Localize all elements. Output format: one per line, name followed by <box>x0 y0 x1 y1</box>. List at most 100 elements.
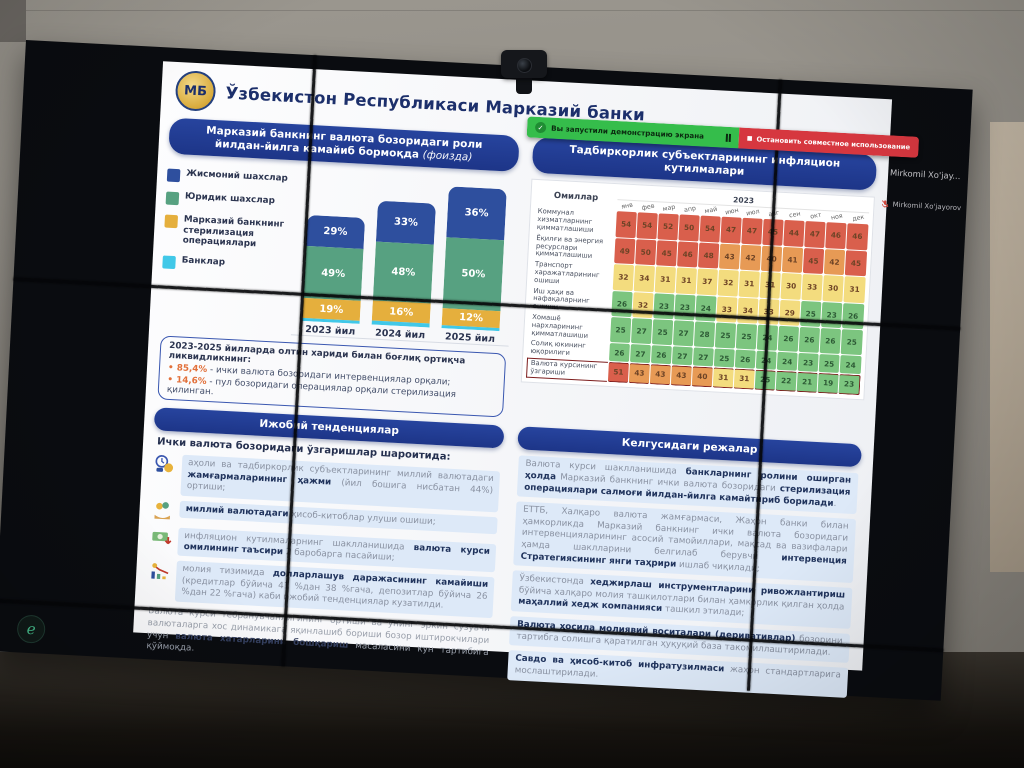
pause-share-button[interactable] <box>725 133 732 142</box>
share-status-text: Вы запустили демонстрацию экрана <box>550 123 705 141</box>
heatmap-cell: 26 <box>842 302 865 330</box>
stacked-bar: 36% 50% 12% <box>441 186 507 332</box>
heatmap-cell: 27 <box>692 347 714 367</box>
factor-label: Валюта курсининг ўзгариши <box>526 357 608 382</box>
heatmap-cell: 26 <box>650 345 672 365</box>
bar-category-label: 2024 йил <box>374 327 426 342</box>
heatmap-cell: 48 <box>698 242 720 269</box>
heatmap-cell: 26 <box>798 326 821 354</box>
heatmap-cell: 47 <box>804 221 826 248</box>
heatmap-cell: 25 <box>818 354 840 374</box>
camera-lens-icon <box>517 58 532 73</box>
shared-presentation-screen: МБ Ўзбекистон Республикаси Марказий банк… <box>133 61 893 698</box>
trend-bullets: аҳоли ва тадбиркорлик субъектларининг ми… <box>141 453 506 618</box>
factor-label: Иш ҳақи ва нафақаларнинг ошиши <box>532 286 590 311</box>
wall-brand-logo-glyph: e <box>26 619 37 639</box>
heatmap-cell: 54 <box>699 215 721 243</box>
heatmap-cell: 26 <box>734 350 756 369</box>
heatmap-cell: 41 <box>781 246 804 274</box>
trend-bullet: молия тизимида долларлашув даражасининг … <box>147 560 495 618</box>
heatmap-cell: 50 <box>678 214 700 242</box>
active-speaker-row: Mirkomil Xo'jayorov <box>880 199 966 212</box>
heatmap-cell: 25 <box>713 348 735 368</box>
heatmap-cell: 23 <box>821 301 843 329</box>
heatmap-cell: 44 <box>783 220 805 247</box>
bar-category-label: 2023 йил <box>304 324 356 338</box>
heatmap-body: Коммунал хизматларнинг қимматлашиши 54 54 5… <box>526 207 869 395</box>
month-label: июн <box>724 207 740 217</box>
panel-future-plans: Келгусидаги режалар Валюта курси шакллан… <box>501 424 866 702</box>
heatmap-cell: 42 <box>823 248 846 276</box>
share-status-icon: ✓ <box>534 121 547 134</box>
participant-tile-name: Mirkomil Xo'jay... <box>889 167 961 182</box>
heatmap-cell: 45 <box>844 249 868 277</box>
heatmap-cell: 43 <box>718 243 741 270</box>
factor-label: Ёқилғи ва энергия ресурслари қимматлашиш… <box>535 233 604 261</box>
stacked-bar-chart: 29% 49% 19% 2023 йил 33% 48% 16% 2024 йил 36% 50%… <box>290 166 518 347</box>
trend-bullet: аҳоли ва тадбиркорлик субъектларининг ми… <box>152 454 501 512</box>
participant-tile[interactable]: Mirkomil Xo'jay... Mirkomil Xo'jayorov <box>879 151 969 229</box>
plan-paragraph: ЕТТБ, Халқаро валюта жамғармаси, Жаҳон б… <box>513 501 857 584</box>
heatmap-cell: 37 <box>696 268 718 296</box>
heatmap-cell: 25 <box>651 319 674 346</box>
heatmap-cell: 28 <box>693 321 716 348</box>
legend-label: Марказий банкнинг стерилизация операциял… <box>182 214 285 250</box>
month-label: фев <box>641 202 656 213</box>
heatmap-cell: 54 <box>615 211 637 238</box>
heatmap-cell: 22 <box>775 370 797 392</box>
bold-text: миллий валютадаги <box>185 503 289 520</box>
bar-column: 36% 50% 12% 2025 йил <box>438 186 510 345</box>
heatmap-cell: 47 <box>741 218 763 245</box>
trend-bullet: миллий валютадаги ҳисоб-китоблар улуши о… <box>151 499 498 539</box>
month-label: ноя <box>830 212 844 222</box>
heatmap-cell: 27 <box>671 346 693 366</box>
camera-body <box>501 50 547 78</box>
factor-label: Коммунал хизматларнинг қимматлашиши <box>536 207 594 234</box>
heatmap-cell: 43 <box>670 365 692 386</box>
heatmap-cell: 33 <box>801 274 823 301</box>
heatmap-row-header: Омиллар <box>553 191 599 204</box>
camera-mount <box>516 78 532 94</box>
legend-label: Юридик шахслар <box>184 191 276 207</box>
liquidity-note-box: 2023-2025 йилларда олтин хариди билан бо… <box>157 335 507 418</box>
panel-currency-role-title-note: (фоизда) <box>422 149 473 164</box>
factor-label: Хомашё нархларининг қимматлашиши <box>531 312 589 340</box>
month-label: окт <box>809 211 823 221</box>
heatmap-cell: 23 <box>797 353 819 372</box>
heatmap-cell: 47 <box>720 216 742 244</box>
heatmap-cell: 27 <box>629 344 651 364</box>
heatmap-cell: 31 <box>675 267 697 294</box>
central-bank-logo: МБ <box>174 69 217 112</box>
heatmap-cell: 42 <box>739 244 762 271</box>
heatmap-cell: 19 <box>817 373 839 394</box>
text: . <box>833 498 837 509</box>
heatmap-cell: 31 <box>733 368 755 390</box>
savings-clock-icon <box>153 454 176 477</box>
heatmap-cell: 23 <box>838 374 861 395</box>
heatmap-table-wrap: Омиллар2023янвфевмарапрмайиюниюлавгсенок… <box>520 178 875 401</box>
stop-share-label: Остановить совместное использование <box>756 134 911 151</box>
heatmap-cell: 32 <box>632 291 654 319</box>
heatmap-cell: 33 <box>716 296 738 323</box>
heatmap-cell: 24 <box>695 295 717 322</box>
legend-swatch <box>165 191 180 206</box>
heatmap-cell: 50 <box>635 238 657 266</box>
legend-swatch <box>164 214 179 229</box>
heatmap-cell: 26 <box>819 328 841 355</box>
heatmap-cell: 49 <box>614 237 636 265</box>
heatmap-cell: 46 <box>825 222 847 249</box>
liquidity-value: • 85,4% <box>167 363 208 376</box>
heatmap-cell: 25 <box>714 322 737 349</box>
conference-camera <box>501 50 547 94</box>
heatmap-cell: 45 <box>656 240 678 267</box>
heatmap-cell: 45 <box>802 247 825 275</box>
heatmap-cell: 51 <box>607 362 629 383</box>
legend-item: Банклар <box>162 254 287 274</box>
heatmap-cell: 31 <box>654 266 676 293</box>
wall-corner-shadow <box>0 0 26 42</box>
heatmap-cell: 29 <box>779 299 801 326</box>
month-label: дек <box>851 213 865 224</box>
month-label: апр <box>683 205 697 215</box>
heatmap-cell: 30 <box>780 273 802 300</box>
